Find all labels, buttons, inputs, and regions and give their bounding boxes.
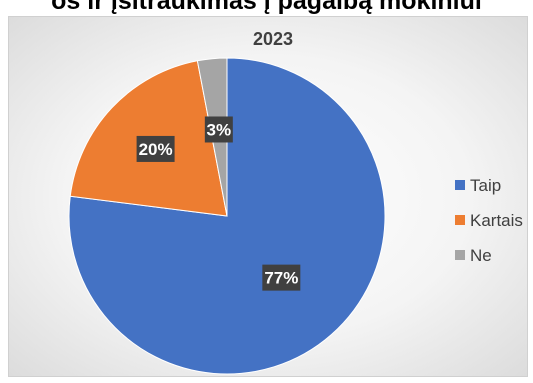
data-label-text: 3% (207, 120, 232, 139)
pie-data-labels: 77% 20% 3% (136, 116, 301, 291)
chart-legend: Taip Kartais Ne (455, 176, 523, 265)
legend-label: Ne (470, 246, 492, 265)
pie-slices (68, 57, 386, 375)
data-label-box (204, 116, 233, 143)
data-label-ne: 3% (204, 116, 233, 143)
pie-slice-taip (68, 57, 386, 375)
chart-title: 2023 (253, 29, 293, 49)
page-caption: os ir įsitraukimas į pagalbą mokiniui (51, 0, 482, 15)
legend-swatch (455, 250, 465, 260)
data-label-box (262, 264, 301, 291)
data-label-text: 77% (264, 269, 298, 288)
pie-chart: 2023 77% 20% 3% Taip Kartais Ne (68, 29, 523, 375)
legend-swatch (455, 180, 465, 190)
data-label-box (136, 135, 175, 162)
legend-item-ne: Ne (455, 246, 492, 265)
data-label-taip: 77% (262, 264, 301, 291)
legend-item-kartais: Kartais (455, 211, 523, 230)
legend-swatch (455, 215, 465, 225)
data-label-text: 20% (139, 140, 173, 159)
legend-item-taip: Taip (455, 176, 501, 195)
chart-area: 2023 77% 20% 3% Taip Kartais Ne (8, 16, 528, 377)
legend-label: Taip (470, 176, 501, 195)
data-label-kartais: 20% (136, 135, 175, 162)
legend-label: Kartais (470, 211, 523, 230)
